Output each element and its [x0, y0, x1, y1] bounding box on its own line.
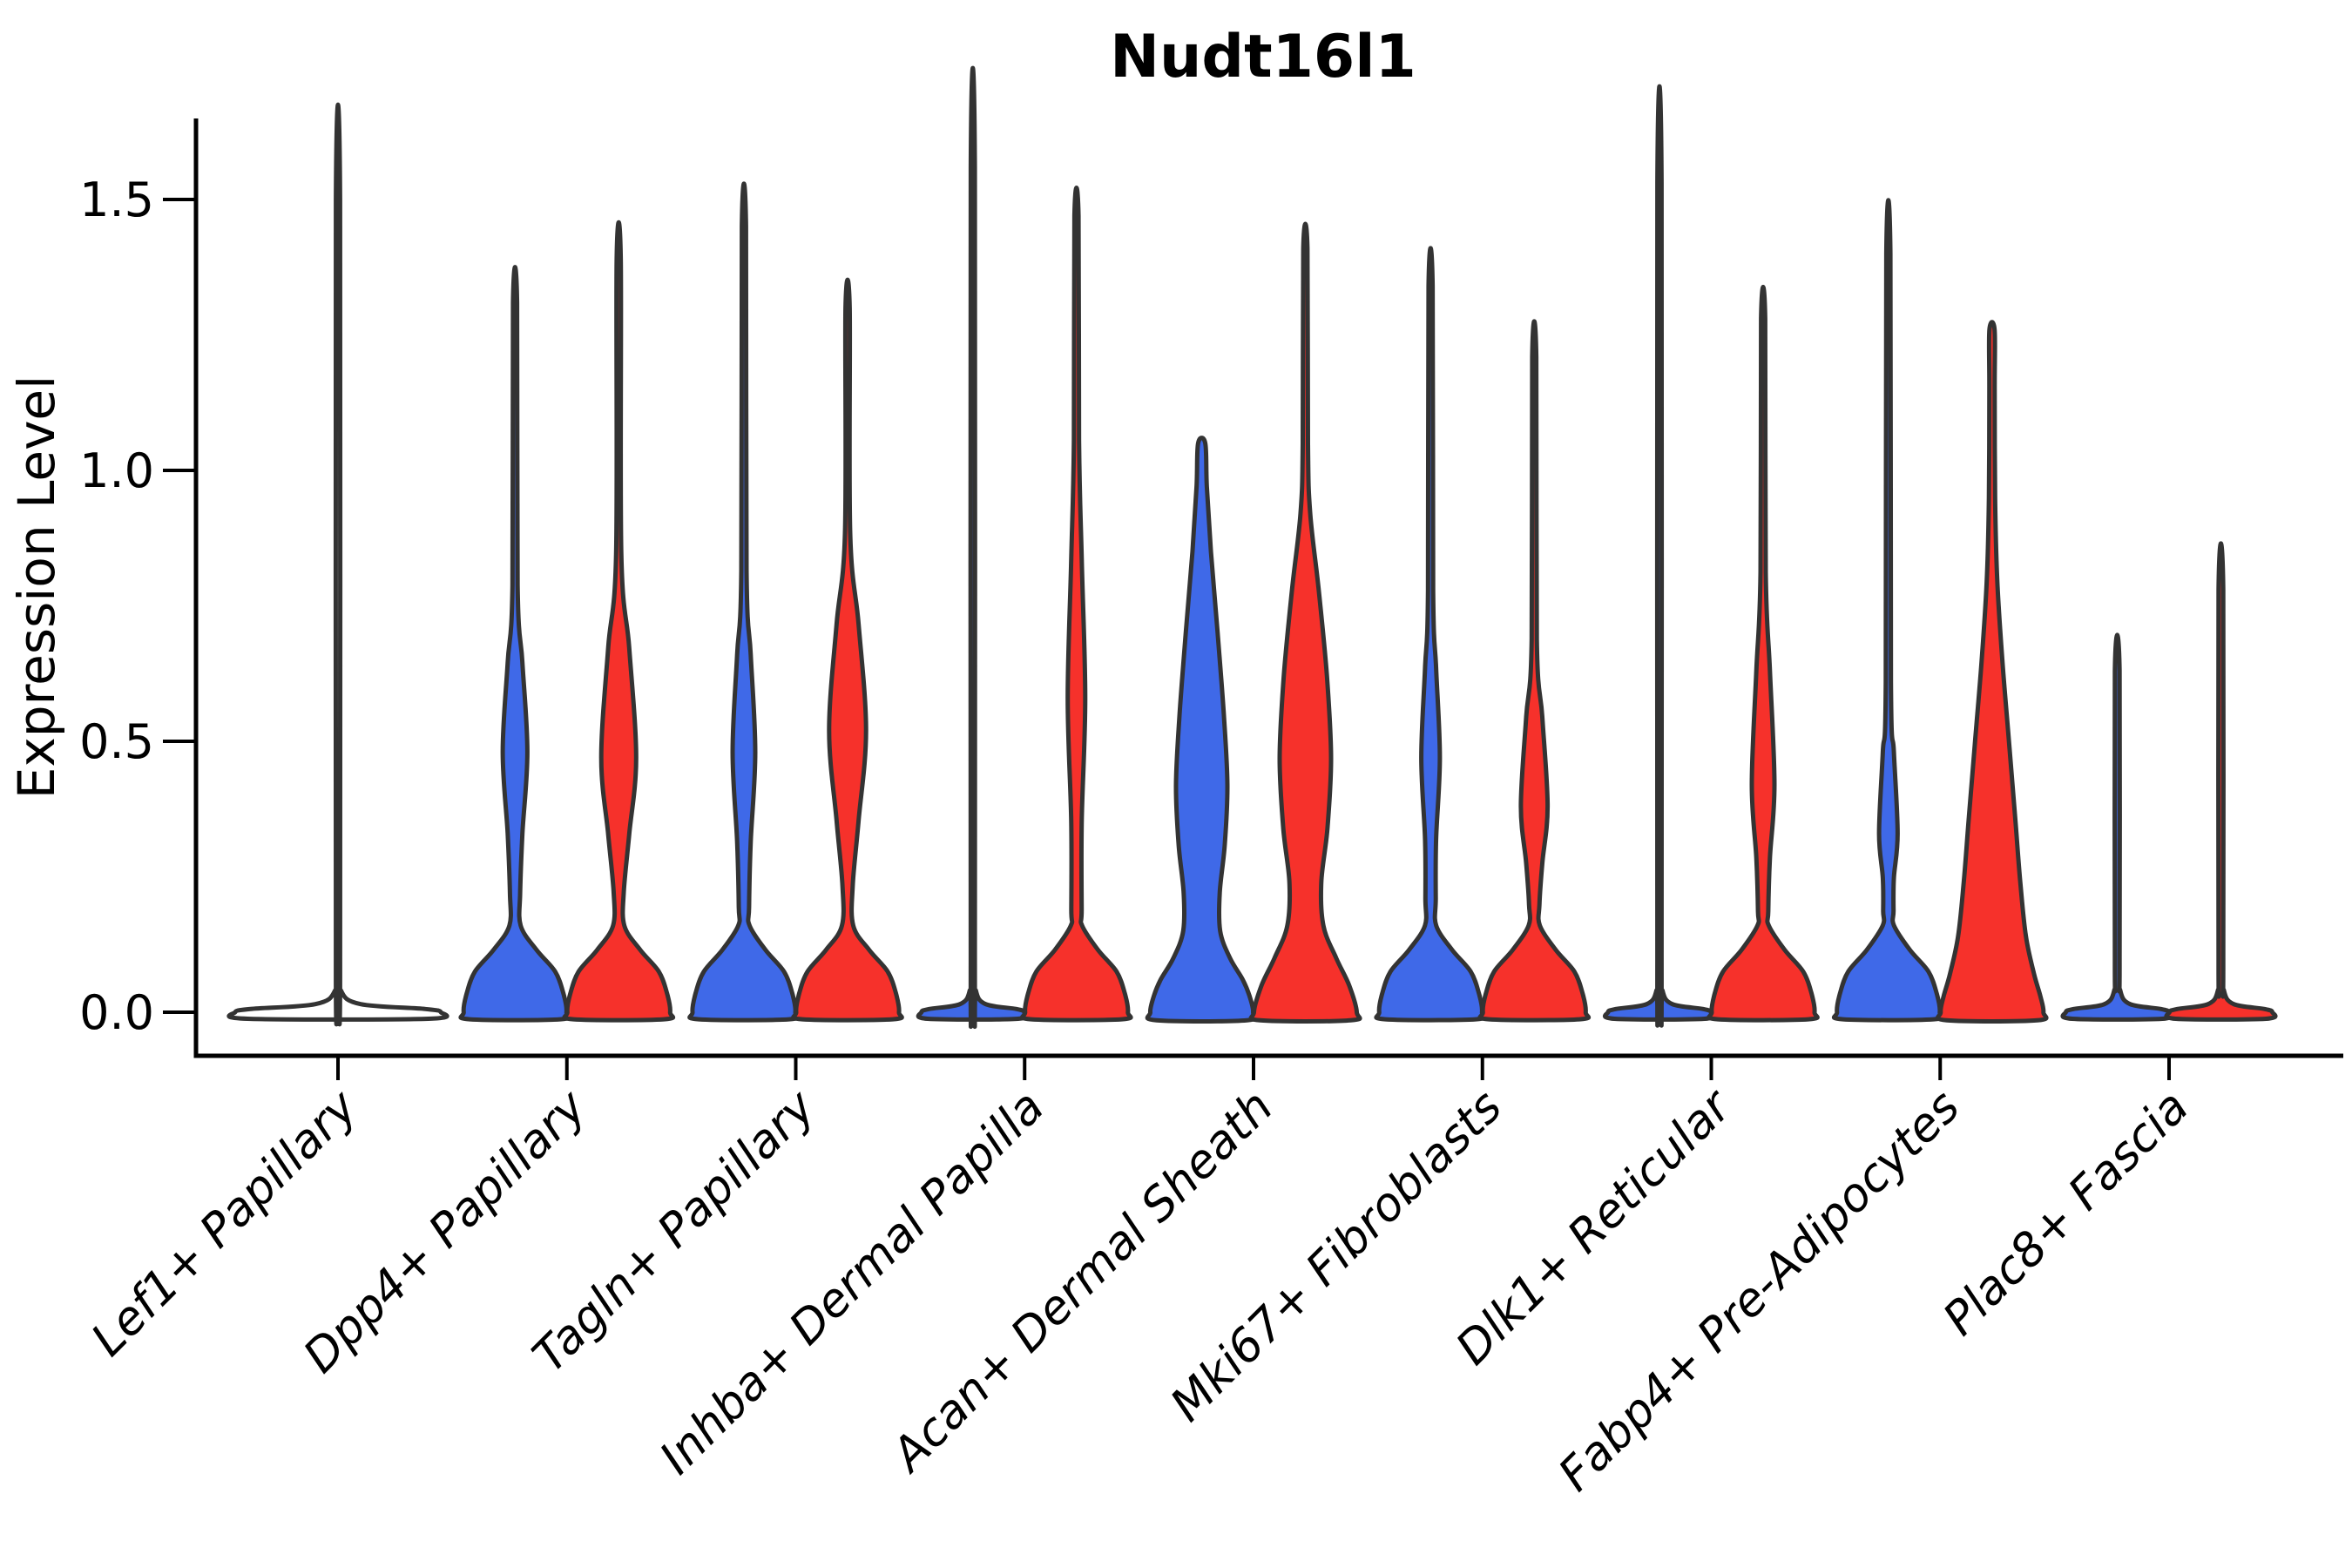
violin-red-mki67-fibroblasts: [1477, 319, 1591, 1023]
violin-red-plac8-fascia: [2164, 541, 2278, 1022]
violin-red-inhba-dermal-papilla: [1020, 185, 1133, 1023]
x-category-label: Plac8+ Fascia: [1933, 1080, 2199, 1346]
violin-blue-inhba-dermal-papilla: [916, 65, 1030, 1030]
y-tick-label: 0.5: [79, 714, 154, 769]
violin-red-dlk1-reticular: [1707, 285, 1820, 1023]
x-category-label: Inhba+ Dermal Papilla: [650, 1080, 1054, 1484]
y-tick-label: 1.0: [79, 443, 154, 498]
violin-red-tagln-papillary: [791, 277, 904, 1023]
violin-red-dpp4-papillary: [562, 220, 675, 1023]
y-tick-label: 0.0: [79, 985, 154, 1040]
y-axis-label: Expression Level: [7, 375, 66, 799]
violin-blue-acan-dermal-sheath: [1145, 436, 1259, 1024]
chart-title: Nudt16l1: [1110, 23, 1416, 91]
y-tick-label: 1.5: [79, 172, 154, 227]
violin-blue-dlk1-reticular: [1603, 84, 1716, 1028]
violin-blue-plac8-fascia: [2060, 632, 2174, 1022]
violin-blue-fabp4-pre-adipocytes: [1832, 198, 1945, 1023]
violin-single-lef1-papillary: [226, 102, 449, 1027]
violin-blue-tagln-papillary: [687, 181, 801, 1023]
violin-blue-dpp4-papillary: [458, 265, 571, 1023]
violin-red-acan-dermal-sheath: [1248, 221, 1362, 1024]
axes: 0.0 0.5 1.0 1.5: [79, 118, 2343, 1058]
violin-red-fabp4-pre-adipocytes: [1936, 320, 2049, 1024]
x-category-label: Acan+ Dermal Sheath: [881, 1080, 1284, 1484]
x-category-label: Fabp4+ Pre-Adipocytes: [1549, 1080, 1970, 1502]
violin-blue-mki67-fibroblasts: [1374, 246, 1487, 1023]
violin-series: [226, 65, 2278, 1030]
